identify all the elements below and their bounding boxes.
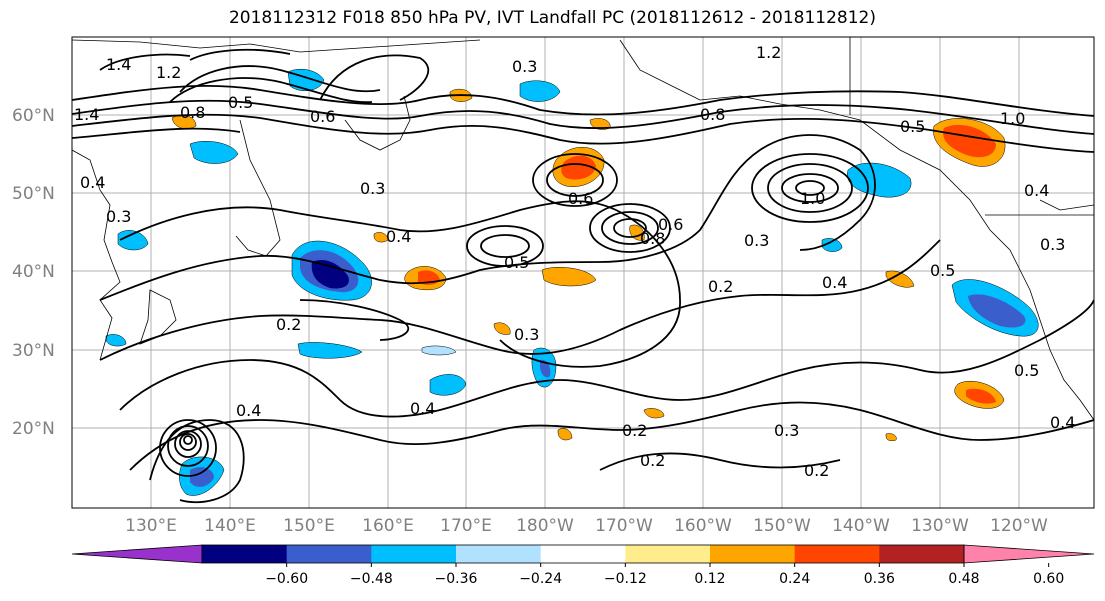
lon-label: 130°W — [911, 516, 969, 536]
lon-label: 170°E — [440, 516, 492, 536]
contour-label: 0.4 — [80, 173, 105, 192]
contour-label: 0.5 — [900, 117, 925, 136]
colorbar-tick-label: −0.24 — [519, 571, 562, 587]
colorbar-extend-high — [963, 544, 1095, 564]
colorbar-swatch — [456, 545, 542, 563]
map-frame — [71, 36, 1095, 509]
contour-label: 0.8 — [640, 229, 665, 248]
lon-label: 150°W — [753, 516, 811, 536]
colorbar-tick-label: 0.36 — [864, 571, 895, 587]
contour-label: 0.4 — [236, 401, 261, 420]
contour-label: 0.8 — [180, 103, 205, 122]
contour-label: 1.0 — [1000, 109, 1025, 128]
contour-label: 0.5 — [228, 93, 253, 112]
coastlines — [72, 37, 1094, 421]
contour-label: 0.4 — [1024, 181, 1049, 200]
colorbar-ticks: −0.60 −0.48 −0.36 −0.24 −0.12 0.12 0.24 0.36 0.4… — [265, 563, 1064, 587]
contour-label: 0.4 — [1050, 413, 1075, 432]
contour-label: 0.5 — [930, 261, 955, 280]
contour-label: 0.3 — [360, 179, 385, 198]
colorbar-tick-label: 0.12 — [694, 571, 725, 587]
lon-label: 150°E — [283, 516, 335, 536]
contour-label: 0.2 — [276, 315, 301, 334]
lon-label: 160°W — [674, 516, 732, 536]
lat-label: 30°N — [12, 341, 55, 361]
lon-label: 160°E — [362, 516, 414, 536]
contour-label: 1.0 — [800, 189, 825, 208]
pv-contours — [72, 48, 1094, 504]
lat-label: 50°N — [12, 184, 55, 204]
contour-label: 1.4 — [106, 55, 131, 74]
contour-label: 0.5 — [504, 253, 529, 272]
colorbar-swatch — [286, 545, 372, 563]
colorbar-tick-label: 0.24 — [779, 571, 810, 587]
contour-label: 0.4 — [386, 227, 411, 246]
contour-label: 0.2 — [622, 421, 647, 440]
lon-label: 140°W — [832, 516, 890, 536]
contour-label: 0.3 — [1040, 235, 1065, 254]
colorbar-extend-low — [71, 544, 203, 564]
colorbar-tick-label: −0.12 — [604, 571, 647, 587]
contour-label: 0.6 — [658, 215, 683, 234]
lon-label: 180°W — [516, 516, 574, 536]
contour-label: 0.4 — [410, 399, 435, 418]
contour-label: 0.2 — [708, 277, 733, 296]
colorbar-swatch — [625, 545, 711, 563]
colorbar-swatch — [794, 545, 880, 563]
lat-label: 20°N — [12, 419, 55, 439]
colorbar-tick-label: 0.60 — [1033, 571, 1064, 587]
lon-label: 130°E — [125, 516, 177, 536]
colorbar-tick-label: −0.48 — [350, 571, 393, 587]
contour-label: 0.2 — [804, 461, 829, 480]
lon-label: 140°E — [204, 516, 256, 536]
contour-label: 0.2 — [640, 451, 665, 470]
contour-label: 1.2 — [156, 63, 181, 82]
lon-label: 120°W — [990, 516, 1048, 536]
lon-label: 170°W — [595, 516, 653, 536]
contour-label: 0.3 — [512, 57, 537, 76]
contour-label: 1.2 — [756, 43, 781, 62]
latitude-labels: 60°N 50°N 40°N 30°N 20°N — [12, 106, 55, 439]
contour-label-group: 1.4 1.2 1.4 0.5 0.8 0.4 0.3 0.6 0.4 0.5 … — [74, 43, 1075, 480]
contour-label: 0.3 — [514, 325, 539, 344]
colorbar-outline — [201, 544, 965, 564]
colorbar-swatch — [879, 545, 965, 563]
contour-label: 0.8 — [700, 105, 725, 124]
colorbar-tick-label: −0.60 — [265, 571, 308, 587]
contour-label: 0.4 — [822, 273, 847, 292]
contour-label: 0.3 — [744, 231, 769, 250]
longitude-labels: 130°E 140°E 150°E 160°E 170°E 180°W 170°… — [125, 516, 1048, 536]
contour-label: 0.6 — [310, 107, 335, 126]
colorbar-swatch — [540, 545, 626, 563]
colorbar-swatch — [710, 545, 796, 563]
contour-label: 0.5 — [1014, 361, 1039, 380]
colorbar-tick-label: 0.48 — [948, 571, 979, 587]
contour-label: 1.4 — [74, 105, 99, 124]
contour-label: 0.3 — [774, 421, 799, 440]
colorbar — [71, 544, 1095, 564]
colorbar-tick-label: −0.36 — [435, 571, 478, 587]
lat-label: 60°N — [12, 106, 55, 126]
lat-label: 40°N — [12, 262, 55, 282]
colorbar-swatch — [202, 545, 288, 563]
colorbar-swatch — [371, 545, 457, 563]
contour-label: 0.6 — [568, 189, 593, 208]
map-title: 2018112312 F018 850 hPa PV, IVT Landfall… — [228, 8, 876, 28]
contour-label: 0.3 — [106, 207, 131, 226]
